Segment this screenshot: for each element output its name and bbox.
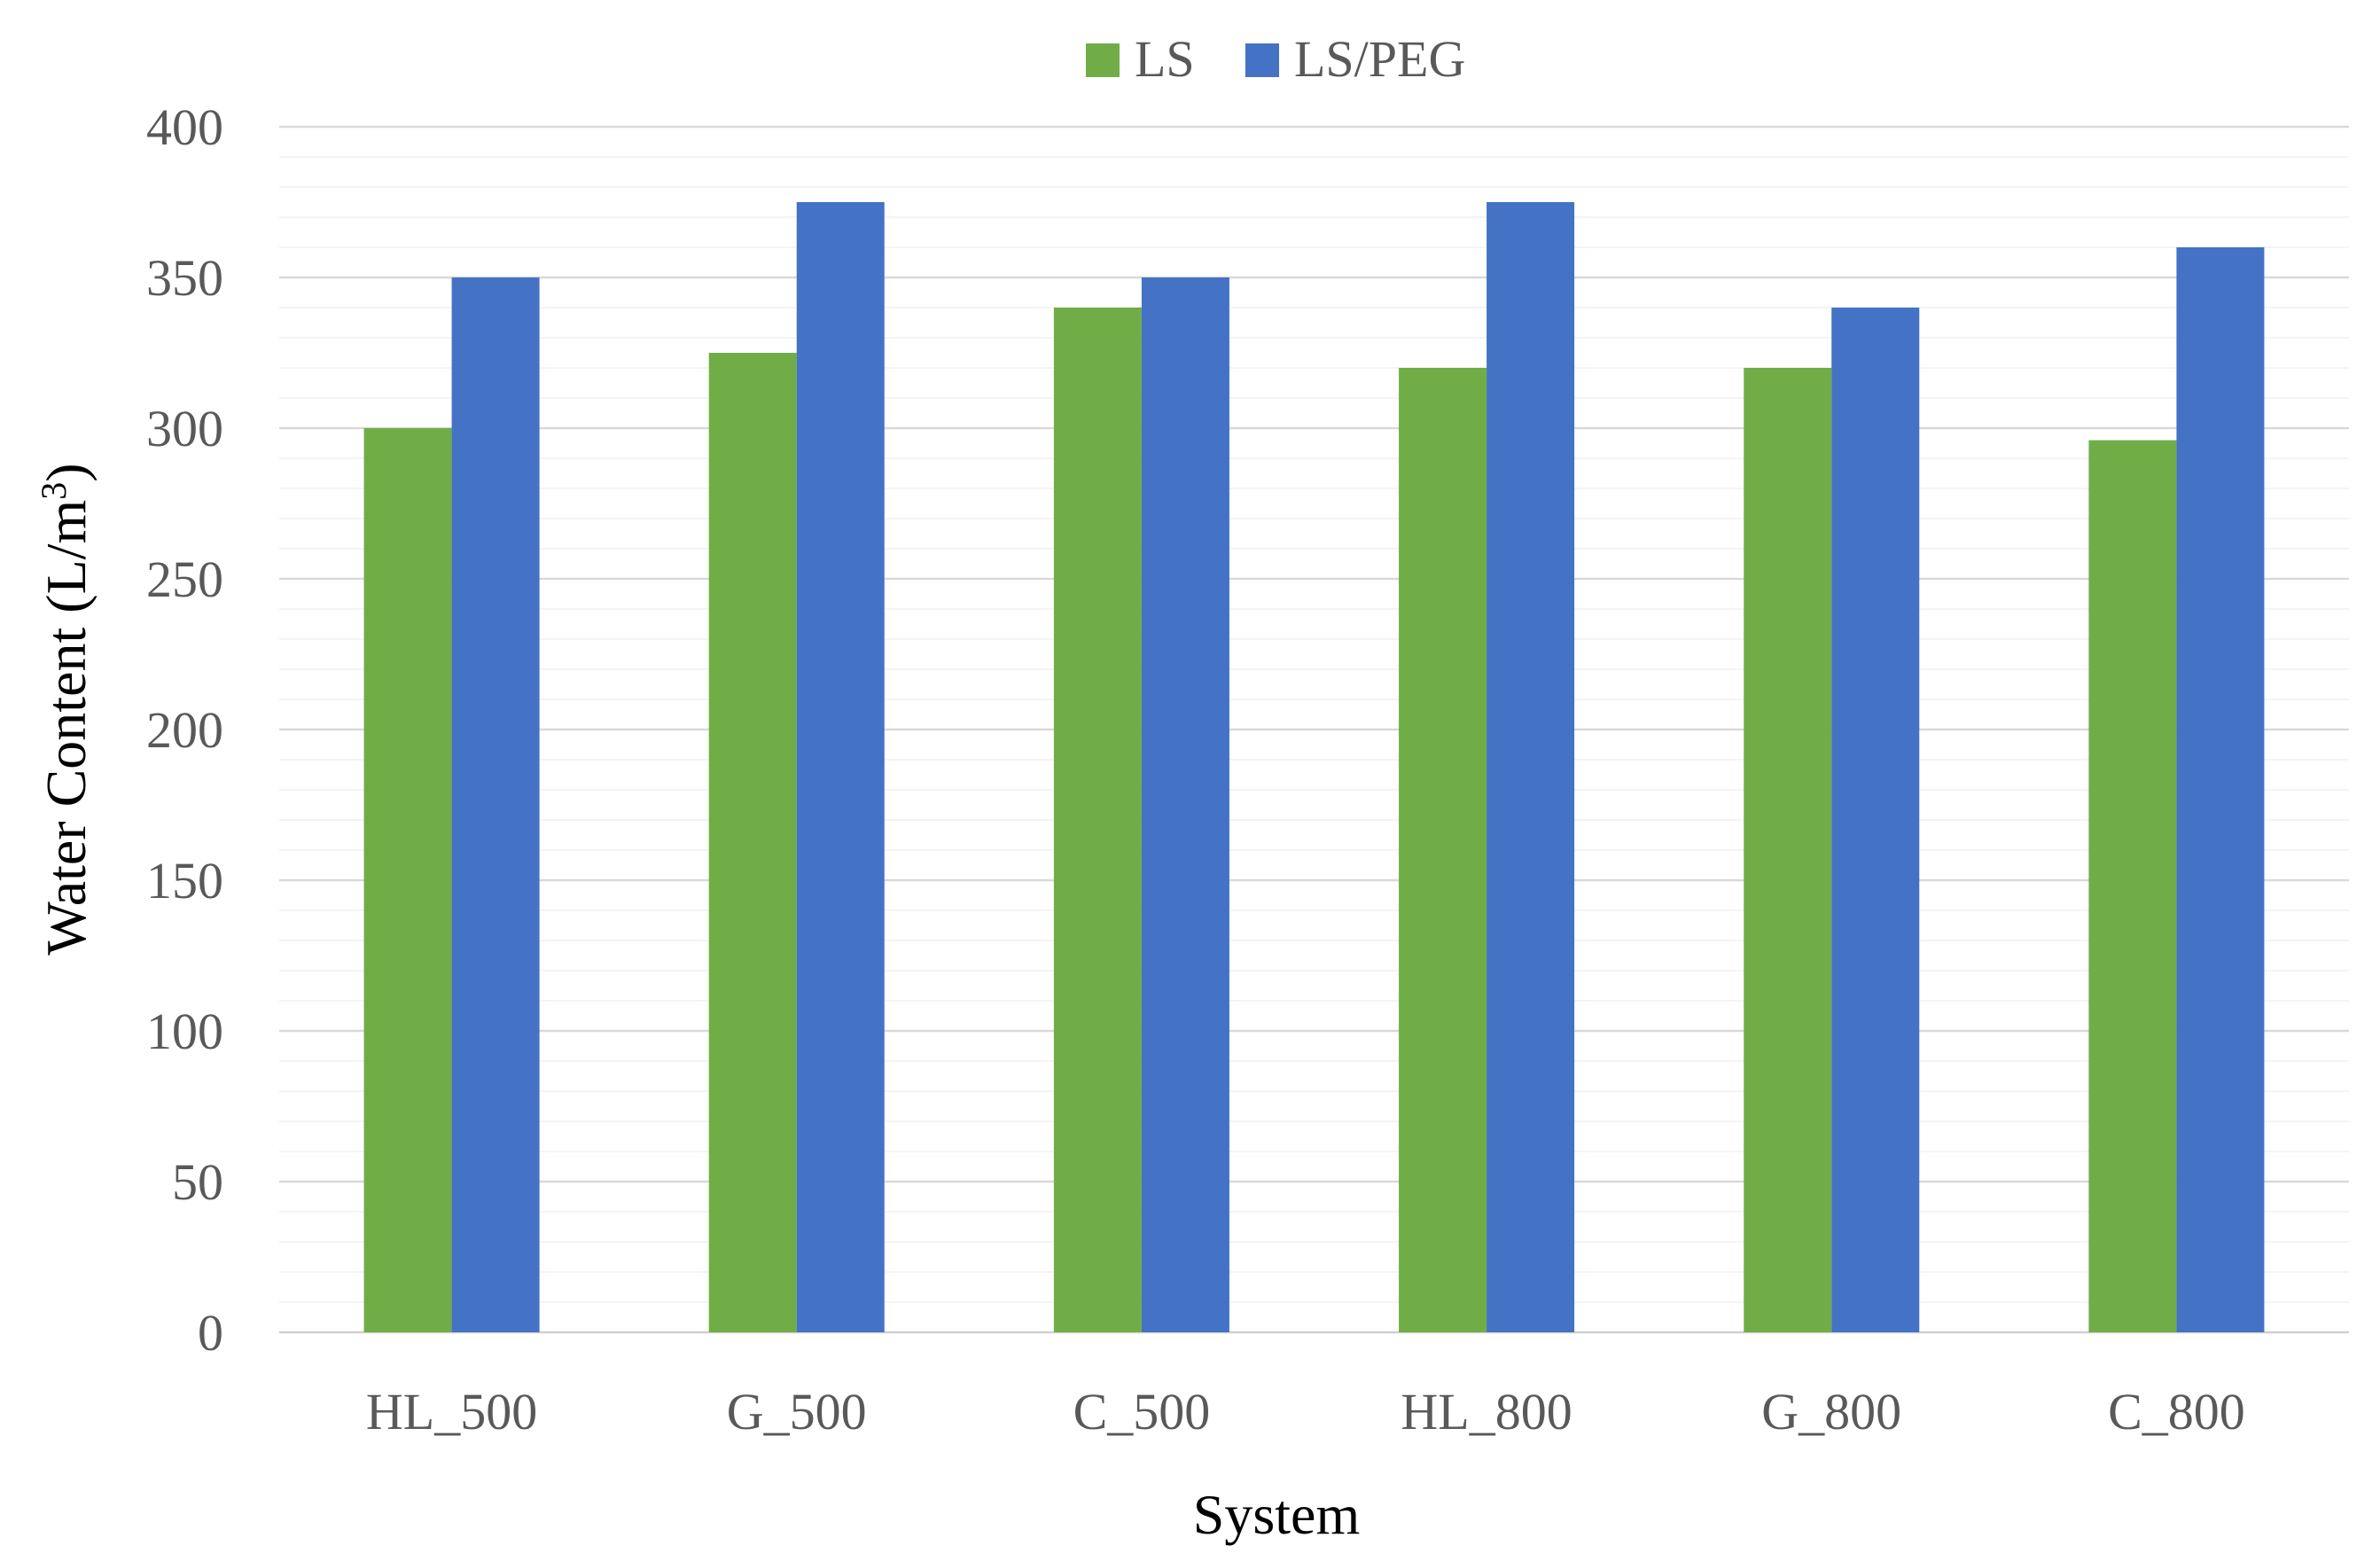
x-category-label: C_800 <box>2108 1383 2245 1440</box>
x-category-label: C_500 <box>1073 1383 1211 1440</box>
legend-label: LS <box>1135 30 1195 88</box>
legend: LS LS/PEG <box>1086 30 1465 88</box>
gridlines <box>279 125 2349 1334</box>
y-axis-title-close: ) <box>35 463 98 481</box>
legend-swatch <box>1245 43 1279 77</box>
y-axis-title: Water Content (L/m3) <box>34 463 98 955</box>
bar-ls-hl-800 <box>1399 368 1487 1332</box>
x-category-label: HL_800 <box>1401 1383 1572 1440</box>
y-tick-label: 300 <box>146 400 223 457</box>
bar-ls-peg-hl-500 <box>451 277 540 1332</box>
y-tick-label: 400 <box>146 98 223 156</box>
bar-ls-peg-c-800 <box>2176 247 2265 1332</box>
y-tick-label: 50 <box>172 1153 223 1211</box>
y-tick-label: 100 <box>146 1003 223 1060</box>
bar-ls-g-500 <box>708 353 797 1332</box>
x-category-label: G_800 <box>1761 1383 1901 1440</box>
bar-ls-peg-hl-800 <box>1487 202 1575 1332</box>
x-axis-title: System <box>1193 1483 1360 1546</box>
bar-ls-peg-g-500 <box>796 202 885 1332</box>
y-tick-label: 150 <box>146 852 223 909</box>
y-tick-label: 0 <box>198 1304 223 1362</box>
legend-label: LS/PEG <box>1294 30 1465 88</box>
bar-ls-peg-g-800 <box>1831 308 1920 1332</box>
bar-ls-hl-500 <box>363 428 452 1332</box>
x-category-label: HL_500 <box>366 1383 537 1440</box>
y-axis-title-sup: 3 <box>34 482 74 500</box>
y-tick-label: 200 <box>146 701 223 759</box>
y-tick-label: 250 <box>146 550 223 608</box>
y-axis-title-main: Water Content (L/m <box>35 500 98 956</box>
bars <box>363 202 2265 1333</box>
x-axis-categories: HL_500 G_500 C_500 HL_800 G_800 C_800 <box>366 1383 2245 1440</box>
bar-ls-peg-c-500 <box>1141 277 1229 1332</box>
legend-swatch <box>1086 43 1120 77</box>
bar-ls-c-500 <box>1053 308 1142 1332</box>
bar-ls-c-800 <box>2088 440 2177 1333</box>
x-category-label: G_500 <box>727 1383 867 1440</box>
y-tick-label: 350 <box>146 249 223 307</box>
bar-ls-g-800 <box>1744 368 1832 1332</box>
y-axis-ticks: 0 50 100 150 200 250 300 350 400 <box>146 98 223 1362</box>
